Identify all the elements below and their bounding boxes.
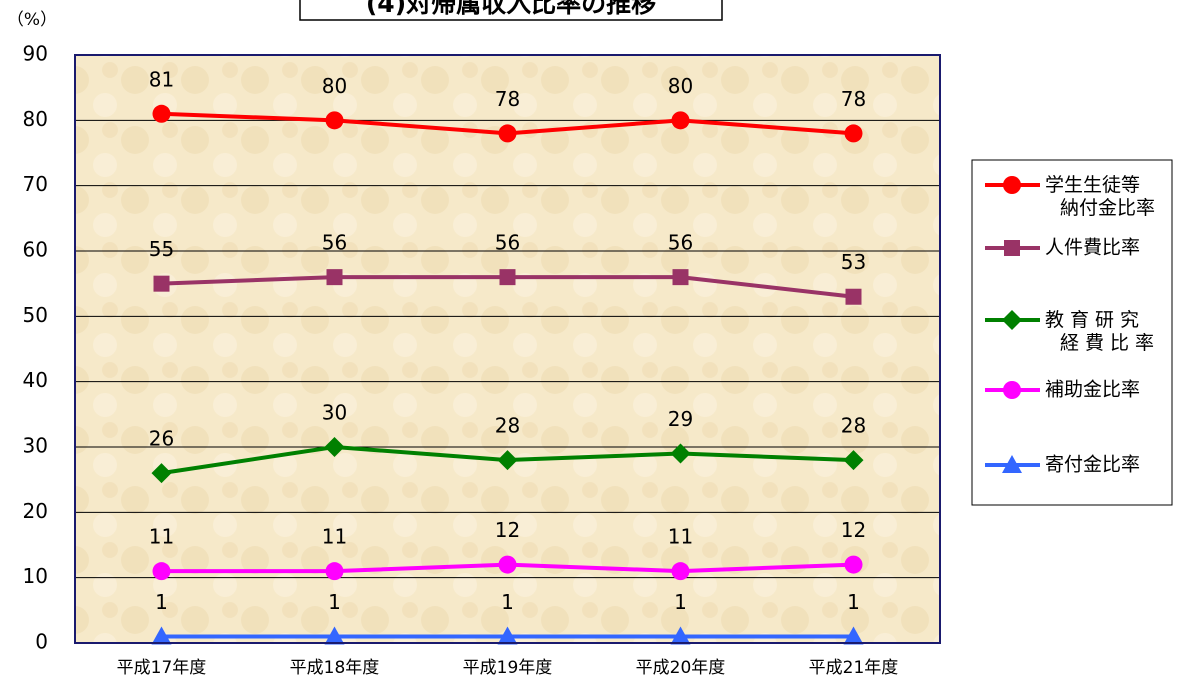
marker bbox=[1002, 455, 1022, 473]
legend-label: 学生生徒等納付金比率 bbox=[1045, 174, 1155, 219]
x-tick-label: 平成20年度 bbox=[636, 658, 726, 678]
y-tick-label: 40 bbox=[23, 368, 48, 392]
marker bbox=[152, 104, 171, 123]
x-tick-label: 平成17年度 bbox=[117, 658, 207, 678]
marker bbox=[672, 269, 689, 286]
data-label: 56 bbox=[495, 231, 520, 255]
legend-label: 寄付金比率 bbox=[1045, 454, 1140, 476]
data-label: 11 bbox=[149, 525, 174, 549]
legend-label: 補助金比率 bbox=[1045, 379, 1140, 401]
legend-box bbox=[971, 159, 1173, 506]
marker bbox=[1003, 176, 1021, 194]
data-label: 1 bbox=[674, 590, 687, 614]
marker bbox=[324, 437, 345, 457]
y-tick-label: 90 bbox=[23, 42, 48, 66]
data-label: 11 bbox=[322, 525, 347, 549]
marker bbox=[153, 275, 170, 292]
data-label: 53 bbox=[841, 250, 866, 274]
y-axis-label: （%） bbox=[7, 10, 57, 30]
marker bbox=[497, 450, 518, 471]
marker bbox=[326, 269, 343, 286]
marker bbox=[671, 562, 690, 581]
data-label: 28 bbox=[841, 414, 866, 438]
marker bbox=[670, 626, 691, 645]
data-label: 30 bbox=[322, 401, 347, 425]
data-label: 78 bbox=[495, 87, 520, 111]
data-label: 55 bbox=[149, 237, 174, 261]
marker bbox=[499, 269, 516, 286]
data-label: 12 bbox=[841, 518, 866, 542]
marker bbox=[498, 124, 517, 143]
marker bbox=[325, 111, 344, 130]
marker bbox=[1003, 381, 1021, 399]
marker bbox=[844, 124, 863, 143]
data-label: 56 bbox=[322, 231, 347, 255]
data-label: 80 bbox=[668, 74, 693, 98]
data-label: 1 bbox=[155, 590, 168, 614]
data-label: 11 bbox=[668, 525, 693, 549]
data-label: 28 bbox=[495, 414, 520, 438]
data-label: 12 bbox=[495, 518, 520, 542]
marker bbox=[671, 111, 690, 130]
marker bbox=[843, 450, 864, 471]
x-tick-label: 平成21年度 bbox=[809, 658, 899, 678]
marker bbox=[498, 555, 517, 574]
y-tick-label: 20 bbox=[23, 499, 48, 523]
x-tick-label: 平成18年度 bbox=[290, 658, 380, 678]
y-tick-label: 0 bbox=[35, 630, 48, 654]
legend-label: 教育研究経費比率 bbox=[1045, 309, 1160, 354]
data-label: 1 bbox=[847, 590, 860, 614]
marker bbox=[844, 555, 863, 574]
marker bbox=[324, 626, 345, 645]
data-label: 56 bbox=[668, 231, 693, 255]
legend-label: 人件費比率 bbox=[1045, 237, 1140, 259]
y-tick-label: 10 bbox=[23, 564, 48, 588]
marker bbox=[325, 562, 344, 581]
x-tick-label: 平成19年度 bbox=[463, 658, 553, 678]
y-tick-label: 60 bbox=[23, 238, 48, 262]
data-label: 29 bbox=[668, 407, 693, 431]
data-label: 81 bbox=[149, 67, 174, 91]
data-label: 78 bbox=[841, 87, 866, 111]
y-tick-label: 50 bbox=[23, 303, 48, 327]
marker bbox=[151, 463, 172, 484]
y-tick-label: 80 bbox=[23, 107, 48, 131]
plot-area bbox=[75, 55, 940, 643]
data-label: 1 bbox=[501, 590, 514, 614]
marker bbox=[843, 626, 864, 645]
data-label: 26 bbox=[149, 427, 174, 451]
title-box bbox=[299, 0, 723, 21]
marker bbox=[497, 626, 518, 645]
marker bbox=[1002, 310, 1022, 330]
marker bbox=[845, 288, 862, 305]
y-tick-label: 30 bbox=[23, 434, 48, 458]
y-tick-label: 70 bbox=[23, 172, 48, 196]
marker bbox=[151, 626, 172, 645]
data-label: 1 bbox=[328, 590, 341, 614]
data-label: 80 bbox=[322, 74, 347, 98]
marker bbox=[152, 562, 171, 581]
plot-border bbox=[74, 54, 941, 644]
marker bbox=[670, 443, 691, 464]
chart-title: (4)対帰属収入比率の推移 bbox=[366, 0, 656, 18]
marker bbox=[1004, 240, 1020, 256]
